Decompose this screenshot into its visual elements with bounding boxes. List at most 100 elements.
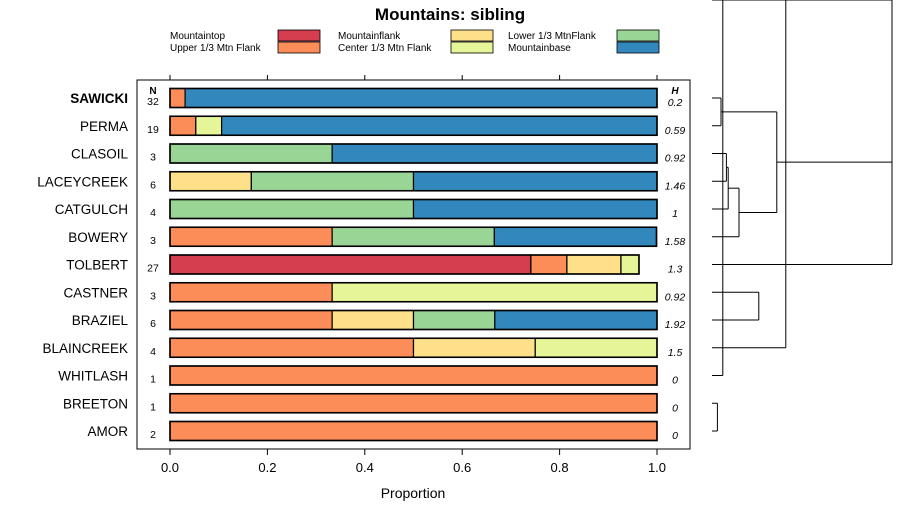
bar-segment	[412, 337, 536, 358]
bar-segment	[494, 309, 658, 331]
h-value: 0	[672, 375, 678, 387]
x-tick-label: 1.0	[648, 460, 666, 475]
bar-segment	[169, 365, 658, 386]
bar-segment	[221, 115, 658, 136]
category-label: CASTNER	[63, 285, 128, 300]
n-value: 6	[150, 179, 156, 191]
bar-segment	[530, 254, 568, 275]
bar-outline	[169, 198, 658, 220]
bar-segment	[169, 115, 197, 136]
legend-label: Mountaintop	[170, 31, 225, 42]
category-label: BRAZIEL	[72, 313, 129, 328]
category-label: CATGULCH	[55, 202, 128, 217]
legend-swatch	[450, 29, 494, 42]
bar-outline	[169, 254, 640, 275]
bar-outline	[169, 392, 658, 414]
bar-outline	[169, 87, 658, 109]
legend-label: Mountainflank	[338, 31, 401, 42]
category-label: WHITLASH	[58, 369, 128, 384]
bar-segment	[169, 337, 415, 358]
n-value: 2	[150, 429, 156, 441]
bar-segment	[169, 254, 532, 275]
bar-segment	[169, 226, 333, 247]
category-label: TOLBERT	[66, 258, 128, 273]
bar-outline	[169, 170, 658, 192]
bar-outline	[169, 309, 658, 331]
n-value: 3	[150, 235, 156, 247]
h-value: 0.92	[665, 153, 686, 165]
h-column-header: H	[671, 86, 679, 97]
h-value: 1.5	[668, 347, 683, 359]
bar-outline	[169, 365, 658, 386]
bar-segment	[412, 198, 658, 220]
h-value: 1.92	[665, 319, 686, 331]
legend-label: Lower 1/3 MtnFlank	[508, 31, 597, 42]
category-label: BLAINCREEK	[42, 341, 128, 356]
bar-segment	[169, 143, 333, 164]
legend-swatch	[277, 29, 321, 42]
dendrogram	[712, 0, 893, 432]
legend-label: Center 1/3 Mtn Flank	[338, 43, 432, 54]
bar-segment	[620, 254, 640, 275]
bar-segment	[169, 198, 415, 220]
category-label: BREETON	[63, 396, 128, 411]
legend-label: Mountainbase	[508, 43, 571, 54]
category-label: AMOR	[88, 424, 129, 439]
bar-segment	[169, 171, 252, 192]
category-label: LACEYCREEK	[37, 174, 128, 189]
n-value: 3	[150, 152, 156, 164]
legend-label: Upper 1/3 Mtn Flank	[170, 43, 262, 54]
h-value: 1.3	[668, 264, 683, 276]
legend-swatch	[616, 29, 660, 42]
n-value: 3	[150, 290, 156, 302]
n-value: 4	[150, 207, 156, 219]
h-value: 0.2	[668, 97, 683, 109]
n-value: 1	[150, 401, 156, 413]
bar-outline	[169, 226, 658, 248]
x-tick-label: 0.4	[356, 460, 374, 475]
bar-segment	[169, 87, 186, 109]
bar-segment	[169, 282, 333, 303]
x-tick-label: 0.8	[551, 460, 569, 475]
x-axis: 0.0 0.2 0.4 0.6 0.8 1.0	[161, 75, 666, 475]
plot-frame	[136, 79, 691, 450]
n-value: 32	[147, 96, 159, 108]
n-value: 27	[147, 263, 159, 275]
h-value: 1.46	[665, 180, 686, 192]
bar-segment	[184, 87, 658, 109]
h-value: 0.59	[665, 125, 686, 137]
bar-segment	[331, 226, 495, 247]
bar-segment	[566, 254, 622, 275]
bar-segment	[331, 282, 658, 303]
bar-segment	[331, 143, 658, 164]
bar-segment	[412, 309, 496, 331]
bar-segment	[412, 171, 658, 192]
n-value: 1	[150, 374, 156, 386]
x-tick-label: 0.6	[453, 460, 471, 475]
category-label: BOWERY	[68, 230, 128, 245]
x-tick-label: 0.0	[161, 460, 179, 475]
category-label: SAWICKI	[70, 91, 128, 106]
chart-title: Mountains: sibling	[375, 5, 525, 24]
bar-segment	[534, 337, 658, 358]
h-value: 0	[672, 430, 678, 442]
h-value: 1	[672, 208, 678, 220]
h-value: 0	[672, 402, 678, 414]
bar-outline	[169, 420, 658, 442]
bar-segment	[169, 393, 658, 414]
h-value: 0.92	[665, 291, 686, 303]
x-tick-label: 0.2	[258, 460, 276, 475]
legend-swatch	[450, 41, 494, 54]
n-value: 4	[150, 346, 156, 358]
n-value: 19	[147, 124, 159, 136]
bar-outline	[169, 337, 658, 359]
bar-segment	[331, 309, 415, 331]
h-value: 1.58	[665, 236, 686, 248]
x-axis-label: Proportion	[381, 485, 446, 501]
bar-segment	[195, 115, 223, 136]
legend-swatch	[616, 41, 660, 54]
bar-segment	[169, 309, 333, 331]
bar-segment	[169, 420, 658, 442]
